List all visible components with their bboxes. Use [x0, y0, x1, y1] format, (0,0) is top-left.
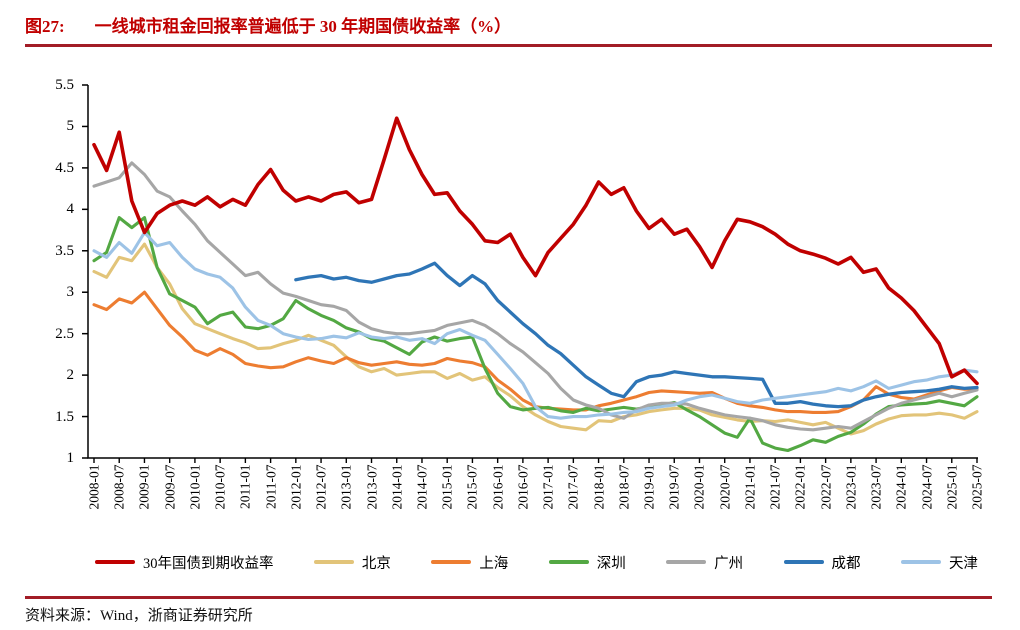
x-tick-label: 2025-01 — [944, 464, 960, 510]
legend-label: 天津 — [948, 555, 978, 572]
legend-swatch — [548, 559, 589, 565]
x-tick-label: 2023-07 — [868, 464, 884, 510]
source-note: 资料来源：Wind，浙商证券研究所 — [25, 608, 253, 624]
y-tick-label: 2.5 — [55, 325, 74, 342]
x-tick-label: 2024-01 — [893, 464, 909, 510]
x-tick-label: 2019-07 — [666, 464, 682, 510]
x-tick-label: 2020-07 — [717, 464, 733, 510]
x-tick-label: 2017-07 — [565, 464, 581, 510]
legend-swatch — [431, 559, 472, 565]
x-tick-label: 2012-07 — [313, 464, 329, 510]
legend-item-上海: 上海 — [431, 552, 508, 573]
x-tick-label: 2025-07 — [969, 464, 985, 510]
legend-item-深圳: 深圳 — [548, 552, 626, 573]
x-tick-label: 2013-01 — [338, 464, 354, 510]
legend-label: 30年国债到期收益率 — [143, 555, 274, 572]
figure-title: 一线城市租金回报率普遍低于 30 年期国债收益率（%） — [94, 17, 512, 36]
x-tick-label: 2015-01 — [439, 464, 455, 510]
y-tick-label: 4 — [66, 201, 75, 218]
legend-label: 广州 — [714, 555, 744, 572]
x-tick-label: 2014-07 — [414, 464, 430, 510]
y-tick-label: 4.5 — [55, 159, 74, 176]
legend-swatch — [900, 559, 941, 565]
x-tick-label: 2018-01 — [591, 464, 607, 510]
series-line-上海 — [92, 290, 979, 414]
x-tick-label: 2022-07 — [818, 464, 834, 510]
x-tick-label: 2011-01 — [237, 464, 253, 510]
y-tick-label: 3 — [66, 284, 75, 301]
x-tick-label: 2024-07 — [919, 464, 935, 510]
series-line-30年国债到期收益率 — [92, 116, 979, 386]
legend-item-广州: 广州 — [666, 552, 743, 573]
y-tick-label: 1.5 — [55, 408, 74, 425]
legend-label: 深圳 — [596, 555, 626, 572]
x-tick-label: 2016-01 — [490, 464, 506, 510]
x-tick-label: 2009-07 — [162, 464, 178, 510]
x-tick-label: 2008-07 — [111, 464, 127, 510]
y-tick-label: 5.5 — [55, 77, 74, 93]
chart-plot-area — [82, 84, 979, 463]
legend-swatch — [313, 559, 354, 565]
series-line-成都 — [294, 261, 979, 409]
series-line-北京 — [92, 242, 979, 436]
legend-item-天津: 天津 — [900, 552, 978, 573]
x-tick-label: 2016-07 — [515, 464, 531, 510]
y-tick-label: 2 — [66, 367, 75, 384]
legend-label: 上海 — [479, 555, 509, 572]
legend-label: 成都 — [831, 555, 861, 572]
x-tick-label: 2009-01 — [136, 464, 152, 510]
legend-label: 北京 — [361, 555, 391, 572]
top-divider — [25, 44, 992, 47]
x-tick-label: 2019-01 — [641, 464, 657, 510]
x-tick-label: 2010-07 — [212, 464, 228, 510]
legend-item-北京: 北京 — [313, 552, 391, 573]
x-tick-label: 2020-01 — [691, 464, 707, 510]
figure-number: 图27: — [25, 17, 65, 36]
chart-legend: 30年国债到期收益率 北京 上海 深圳 广州 成都 天津 — [95, 551, 978, 573]
legend-item-成都: 成都 — [783, 552, 861, 573]
x-tick-label: 2017-01 — [540, 464, 556, 510]
legend-item-30年国债到期收益率: 30年国债到期收益率 — [95, 552, 274, 573]
x-tick-label: 2023-01 — [843, 464, 859, 510]
figure-header: 图27: 一线城市租金回报率普遍低于 30 年期国债收益率（%） — [25, 12, 511, 37]
x-tick-label: 2011-07 — [263, 464, 279, 510]
x-tick-label: 2012-01 — [288, 464, 304, 510]
x-tick-label: 2008-01 — [86, 464, 102, 510]
y-tick-label: 5 — [66, 118, 75, 135]
series-line-天津 — [92, 230, 979, 420]
x-tick-label: 2018-07 — [616, 464, 632, 510]
x-tick-label: 2014-01 — [389, 464, 405, 510]
y-tick-label: 3.5 — [55, 242, 74, 259]
legend-swatch — [95, 559, 135, 565]
series-line-广州 — [92, 161, 979, 432]
bottom-divider — [25, 596, 992, 599]
x-tick-label: 2010-01 — [187, 464, 203, 510]
x-tick-label: 2021-07 — [767, 464, 783, 510]
x-tick-label: 2022-01 — [792, 464, 808, 510]
line-chart: 5.5 5 4.5 4 3.5 3 2.5 2 1.5 1 2008-01 2008-07 2009-… — [55, 77, 985, 510]
x-tick-label: 2013-07 — [364, 464, 379, 510]
x-tick-label: 2021-01 — [742, 464, 758, 510]
legend-swatch — [783, 559, 824, 565]
x-tick-label: 2015-07 — [464, 464, 480, 510]
y-tick-label: 1 — [66, 450, 75, 466]
legend-swatch — [666, 559, 707, 565]
